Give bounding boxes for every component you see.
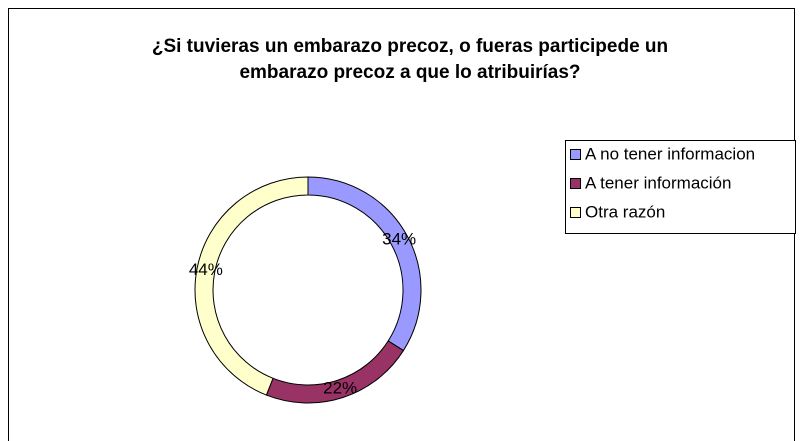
legend-label: A tener información — [585, 173, 731, 192]
chart-title: ¿Si tuvieras un embarazo precoz, o fuera… — [151, 36, 669, 83]
legend-swatch — [570, 178, 581, 189]
data-label: 34% — [382, 229, 416, 248]
data-label: 22% — [323, 378, 357, 397]
legend-label: Otra razón — [585, 202, 665, 221]
donut-segment — [307, 176, 422, 352]
legend-swatch — [570, 207, 581, 218]
legend-box — [565, 140, 796, 234]
legend-swatch — [570, 149, 581, 160]
data-label: 44% — [189, 260, 223, 279]
donut-segment — [194, 176, 309, 396]
legend-label: A no tener informacion — [585, 144, 755, 163]
